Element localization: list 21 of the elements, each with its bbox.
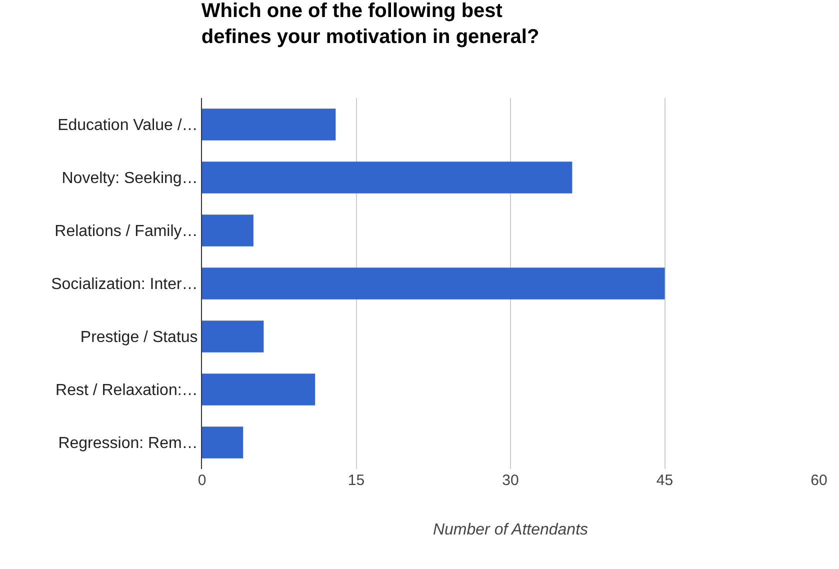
bar <box>202 268 665 300</box>
y-tick-label: Rest / Relaxation:… <box>56 382 198 400</box>
y-tick-label: Novelty: Seeking… <box>62 170 198 188</box>
bar <box>202 374 316 406</box>
y-tick-label: Relations / Family… <box>54 223 198 240</box>
x-tick-label: 0 <box>198 472 206 489</box>
y-tick-label: Prestige / Status <box>80 329 198 346</box>
x-tick-label: 45 <box>656 472 674 489</box>
bar <box>202 320 264 352</box>
x-tick-label: 15 <box>348 472 365 489</box>
chart-title: Which one of the following best defines your motivation in general? <box>201 0 540 48</box>
y-tick-label: Socialization: Inter… <box>51 276 198 294</box>
x-tick-label: 60 <box>810 472 828 489</box>
bar <box>202 214 254 246</box>
bar <box>202 108 336 140</box>
bar <box>202 162 572 194</box>
y-tick-label: Education Value /… <box>58 117 198 134</box>
y-tick-label: Regression: Rem… <box>58 435 198 452</box>
x-axis-title: Number of Attendants <box>432 522 588 539</box>
x-tick-label: 30 <box>502 472 519 489</box>
bar <box>202 426 244 458</box>
